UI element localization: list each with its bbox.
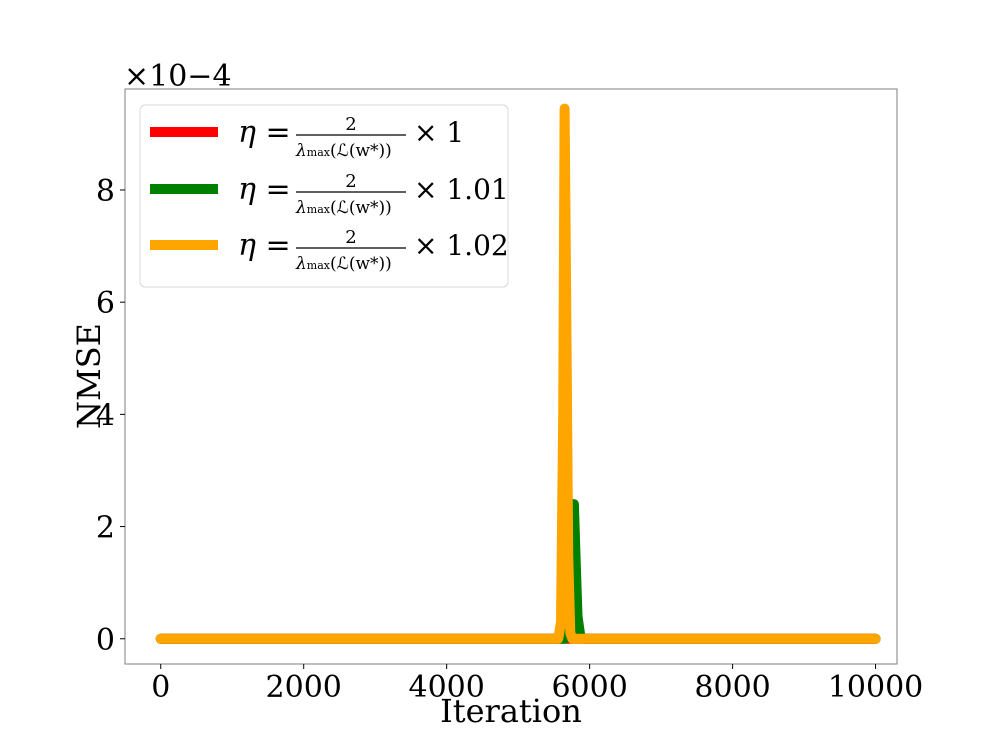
x-tick-label: 10000 — [828, 670, 923, 705]
x-tick-label: 6000 — [551, 670, 627, 705]
x-axis-ticks: 0 2000 4000 6000 8000 10000 — [151, 664, 923, 705]
legend-eta: η = — [238, 172, 291, 207]
y-tick-label: 8 — [96, 174, 115, 209]
legend-eta: η = — [238, 228, 291, 263]
legend: η = 2 λmax(ℒ(w*)) × 1 η = 2 λmax(ℒ(w*)) × 1.01 η… — [139, 104, 509, 288]
x-tick-label: 8000 — [694, 670, 770, 705]
legend-factor: × 1 — [414, 116, 464, 149]
legend-entries: η = 2 λmax(ℒ(w*)) × 1 η = 2 λmax(ℒ(w*)) × 1.01 η… — [150, 114, 509, 274]
legend-denominator: λmax(ℒ(w*)) — [295, 254, 392, 274]
series-layer — [155, 103, 881, 644]
x-axis-label: Iteration — [440, 692, 582, 730]
legend-numerator: 2 — [345, 171, 356, 192]
y-axis-ticks: 0 2 4 6 8 — [96, 174, 125, 658]
y-axis-label: NMSE — [70, 323, 108, 429]
legend-denominator: λmax(ℒ(w*)) — [295, 198, 392, 218]
legend-frame — [139, 104, 509, 288]
series-line-2 — [155, 103, 881, 644]
y-tick-label: 2 — [96, 511, 115, 546]
x-tick-label: 4000 — [408, 670, 484, 705]
legend-factor: × 1.02 — [414, 229, 509, 262]
legend-denominator: λmax(ℒ(w*)) — [295, 141, 392, 161]
legend-eta: η = — [238, 115, 291, 150]
x-tick-label: 2000 — [266, 670, 342, 705]
x-tick-label: 0 — [151, 670, 170, 705]
y-tick-label: 6 — [96, 286, 115, 321]
legend-numerator: 2 — [345, 114, 356, 135]
y-tick-label: 4 — [96, 398, 115, 433]
y-axis-multiplier: ×10−4 — [124, 59, 232, 94]
y-tick-label: 0 — [96, 623, 115, 658]
legend-numerator: 2 — [345, 227, 356, 248]
legend-factor: × 1.01 — [414, 173, 509, 206]
